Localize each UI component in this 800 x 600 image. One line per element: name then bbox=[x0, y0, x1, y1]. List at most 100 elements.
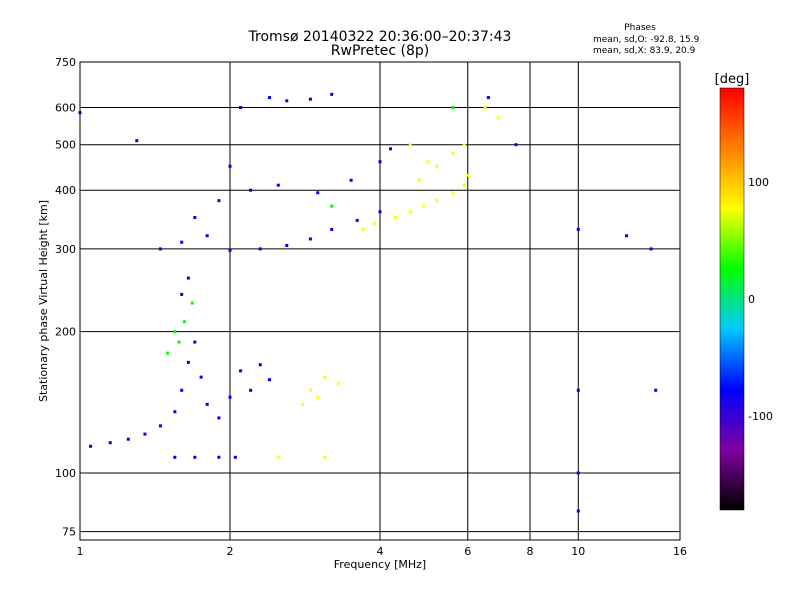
data-point bbox=[228, 248, 232, 252]
data-point bbox=[193, 340, 197, 344]
x-tick-label: 10 bbox=[571, 545, 585, 558]
data-point bbox=[373, 221, 377, 225]
data-point bbox=[496, 116, 500, 120]
data-point bbox=[451, 191, 455, 195]
data-point bbox=[308, 388, 312, 392]
data-point bbox=[576, 509, 580, 513]
x-tick-label: 1 bbox=[77, 545, 84, 558]
data-point bbox=[89, 444, 93, 448]
data-point bbox=[625, 234, 629, 238]
x-tick-label: 4 bbox=[377, 545, 384, 558]
data-point bbox=[323, 375, 327, 379]
data-point bbox=[217, 416, 221, 420]
data-point bbox=[267, 96, 271, 100]
y-tick-label: 100 bbox=[55, 467, 76, 480]
colorbar bbox=[719, 87, 745, 511]
colorbar-tick-label: 100 bbox=[748, 176, 769, 189]
data-point bbox=[394, 215, 398, 219]
data-point bbox=[199, 375, 203, 379]
data-point bbox=[451, 151, 455, 155]
data-point bbox=[205, 234, 209, 238]
data-point bbox=[158, 424, 162, 428]
data-point bbox=[483, 106, 487, 110]
data-point bbox=[355, 218, 359, 222]
data-point bbox=[249, 388, 253, 392]
colorbar-tick-label: -100 bbox=[748, 410, 773, 423]
data-point bbox=[258, 247, 262, 251]
y-axis-label: Stationary phase Virtual Height [km] bbox=[37, 200, 50, 402]
data-point bbox=[186, 276, 190, 280]
data-point bbox=[186, 360, 190, 364]
data-point bbox=[330, 204, 334, 208]
data-point bbox=[108, 441, 112, 445]
data-point bbox=[173, 410, 177, 414]
x-tick-label: 2 bbox=[227, 545, 234, 558]
data-point bbox=[576, 471, 580, 475]
y-tick-label: 75 bbox=[62, 526, 76, 539]
y-tick-label: 750 bbox=[55, 56, 76, 69]
data-point bbox=[301, 402, 305, 406]
data-point bbox=[486, 96, 490, 100]
data-point bbox=[285, 244, 289, 248]
data-point bbox=[126, 437, 130, 441]
data-point bbox=[378, 210, 382, 214]
data-point bbox=[323, 455, 327, 459]
data-point bbox=[177, 340, 181, 344]
data-point bbox=[193, 215, 197, 219]
data-point bbox=[173, 330, 177, 334]
y-tick-labels: 75 100 200 300 400 500 600 750 bbox=[55, 56, 76, 539]
chart-title-line2: RwPretec (8p) bbox=[331, 43, 429, 59]
data-point bbox=[316, 395, 320, 399]
data-point bbox=[143, 432, 147, 436]
x-axis-label: Frequency [MHz] bbox=[334, 558, 426, 571]
data-point bbox=[276, 455, 280, 459]
y-tick-label: 200 bbox=[55, 326, 76, 339]
y-tick-label: 600 bbox=[55, 102, 76, 115]
data-point bbox=[378, 160, 382, 164]
data-point bbox=[217, 455, 221, 459]
data-point bbox=[576, 227, 580, 231]
data-point bbox=[228, 164, 232, 168]
data-point bbox=[193, 455, 197, 459]
data-point bbox=[349, 178, 353, 182]
data-point bbox=[239, 369, 243, 373]
data-point bbox=[649, 247, 653, 251]
data-point bbox=[135, 139, 139, 143]
data-point bbox=[258, 363, 262, 367]
colorbar-label: [deg] bbox=[715, 72, 750, 87]
data-point bbox=[249, 188, 253, 192]
data-point bbox=[308, 97, 312, 101]
phase-line-x: mean, sd,X: 83.9, 20.9 bbox=[593, 46, 696, 56]
data-point bbox=[205, 402, 209, 406]
y-tick-label: 300 bbox=[55, 243, 76, 256]
data-point bbox=[361, 227, 365, 231]
data-point bbox=[239, 106, 243, 110]
data-point bbox=[435, 164, 439, 168]
data-point bbox=[466, 173, 470, 177]
data-point bbox=[514, 143, 518, 147]
data-point bbox=[173, 455, 177, 459]
data-point bbox=[451, 106, 455, 110]
phase-heading: Phases bbox=[624, 23, 656, 33]
chart-title-line1: Tromsø 20140322 20:36:00–20:37:43 bbox=[248, 29, 512, 45]
data-point bbox=[180, 388, 184, 392]
data-point bbox=[233, 455, 237, 459]
scatter-points bbox=[78, 92, 658, 513]
grid-lines bbox=[80, 62, 680, 540]
data-point bbox=[180, 240, 184, 244]
data-point bbox=[330, 92, 334, 96]
x-tick-label: 16 bbox=[673, 545, 687, 558]
y-tick-label: 400 bbox=[55, 184, 76, 197]
data-point bbox=[654, 388, 658, 392]
data-point bbox=[180, 292, 184, 296]
data-point bbox=[276, 183, 280, 187]
data-point bbox=[408, 210, 412, 214]
x-tick-label: 8 bbox=[527, 545, 534, 558]
data-point bbox=[330, 227, 334, 231]
phase-line-o: mean, sd,O: -92.8, 15.9 bbox=[593, 35, 700, 45]
data-point bbox=[426, 160, 430, 164]
colorbar-tick-label: 0 bbox=[748, 293, 755, 306]
data-point bbox=[462, 143, 466, 147]
data-point bbox=[308, 237, 312, 241]
